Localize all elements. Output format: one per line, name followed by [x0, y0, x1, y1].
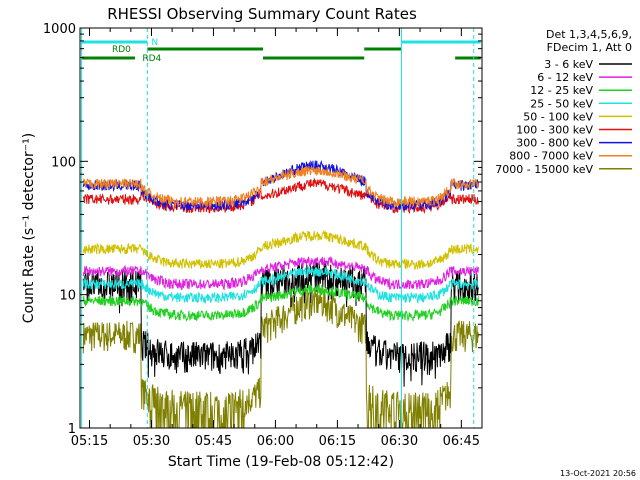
y-tick-label: 10: [59, 289, 76, 304]
indicator-label: RD0: [112, 45, 131, 55]
legend-label: 100 - 300 keV: [516, 124, 593, 137]
series-line: [82, 284, 479, 323]
footer-timestamp: 13-Oct-2021 20:56: [560, 469, 636, 478]
legend-label: 25 - 50 keV: [530, 97, 593, 110]
indicator-label: RD4: [142, 54, 161, 64]
series-line: [82, 229, 479, 271]
series-line: [82, 177, 479, 215]
series-line: [82, 165, 479, 209]
x-tick-label: 06:30: [381, 434, 418, 449]
plot-frame: [79, 27, 483, 429]
legend-label: 6 - 12 keV: [537, 71, 593, 84]
x-axis: 05:15 05:30 05:45 06:00 06:15 06:30 06:45: [71, 28, 483, 449]
annotation-layer: N RD0 RD4: [81, 28, 481, 428]
x-tick-label: 06:45: [443, 434, 480, 449]
x-tick-label: 06:00: [257, 434, 294, 449]
y-tick-label: 1: [68, 422, 76, 437]
y-tick-label: 1000: [43, 22, 76, 37]
legend-header-line-2: FDecim 1, Att 0: [547, 41, 632, 54]
legend-label: 800 - 7000 keV: [509, 150, 593, 163]
legend-label: 300 - 800 keV: [516, 137, 593, 150]
y-axis-title: Count Rate (s⁻¹ detector⁻¹): [21, 133, 37, 323]
series-layer: [82, 160, 479, 429]
y-axis: 1 10 100 1000: [43, 22, 482, 437]
x-tick-label: 05:15: [71, 434, 108, 449]
legend-label: 3 - 6 keV: [544, 58, 593, 71]
legend-label: 12 - 25 keV: [530, 84, 593, 97]
series-line: [82, 266, 479, 305]
legend-label: 7000 - 15000 keV: [495, 163, 593, 176]
indicator-label: N: [151, 38, 158, 48]
legend-label: 50 - 100 keV: [523, 110, 593, 123]
x-tick-label: 05:45: [195, 434, 232, 449]
x-tick-label: 06:15: [319, 434, 356, 449]
legend-header-line-1: Det 1,3,4,5,6,9,: [546, 28, 632, 41]
y-tick-label: 100: [51, 155, 76, 170]
x-axis-title: Start Time (19-Feb-08 05:12:42): [168, 454, 394, 470]
x-tick-label: 05:30: [133, 434, 170, 449]
series-line: [82, 255, 479, 291]
chart-title: RHESSI Observing Summary Count Rates: [107, 5, 417, 23]
